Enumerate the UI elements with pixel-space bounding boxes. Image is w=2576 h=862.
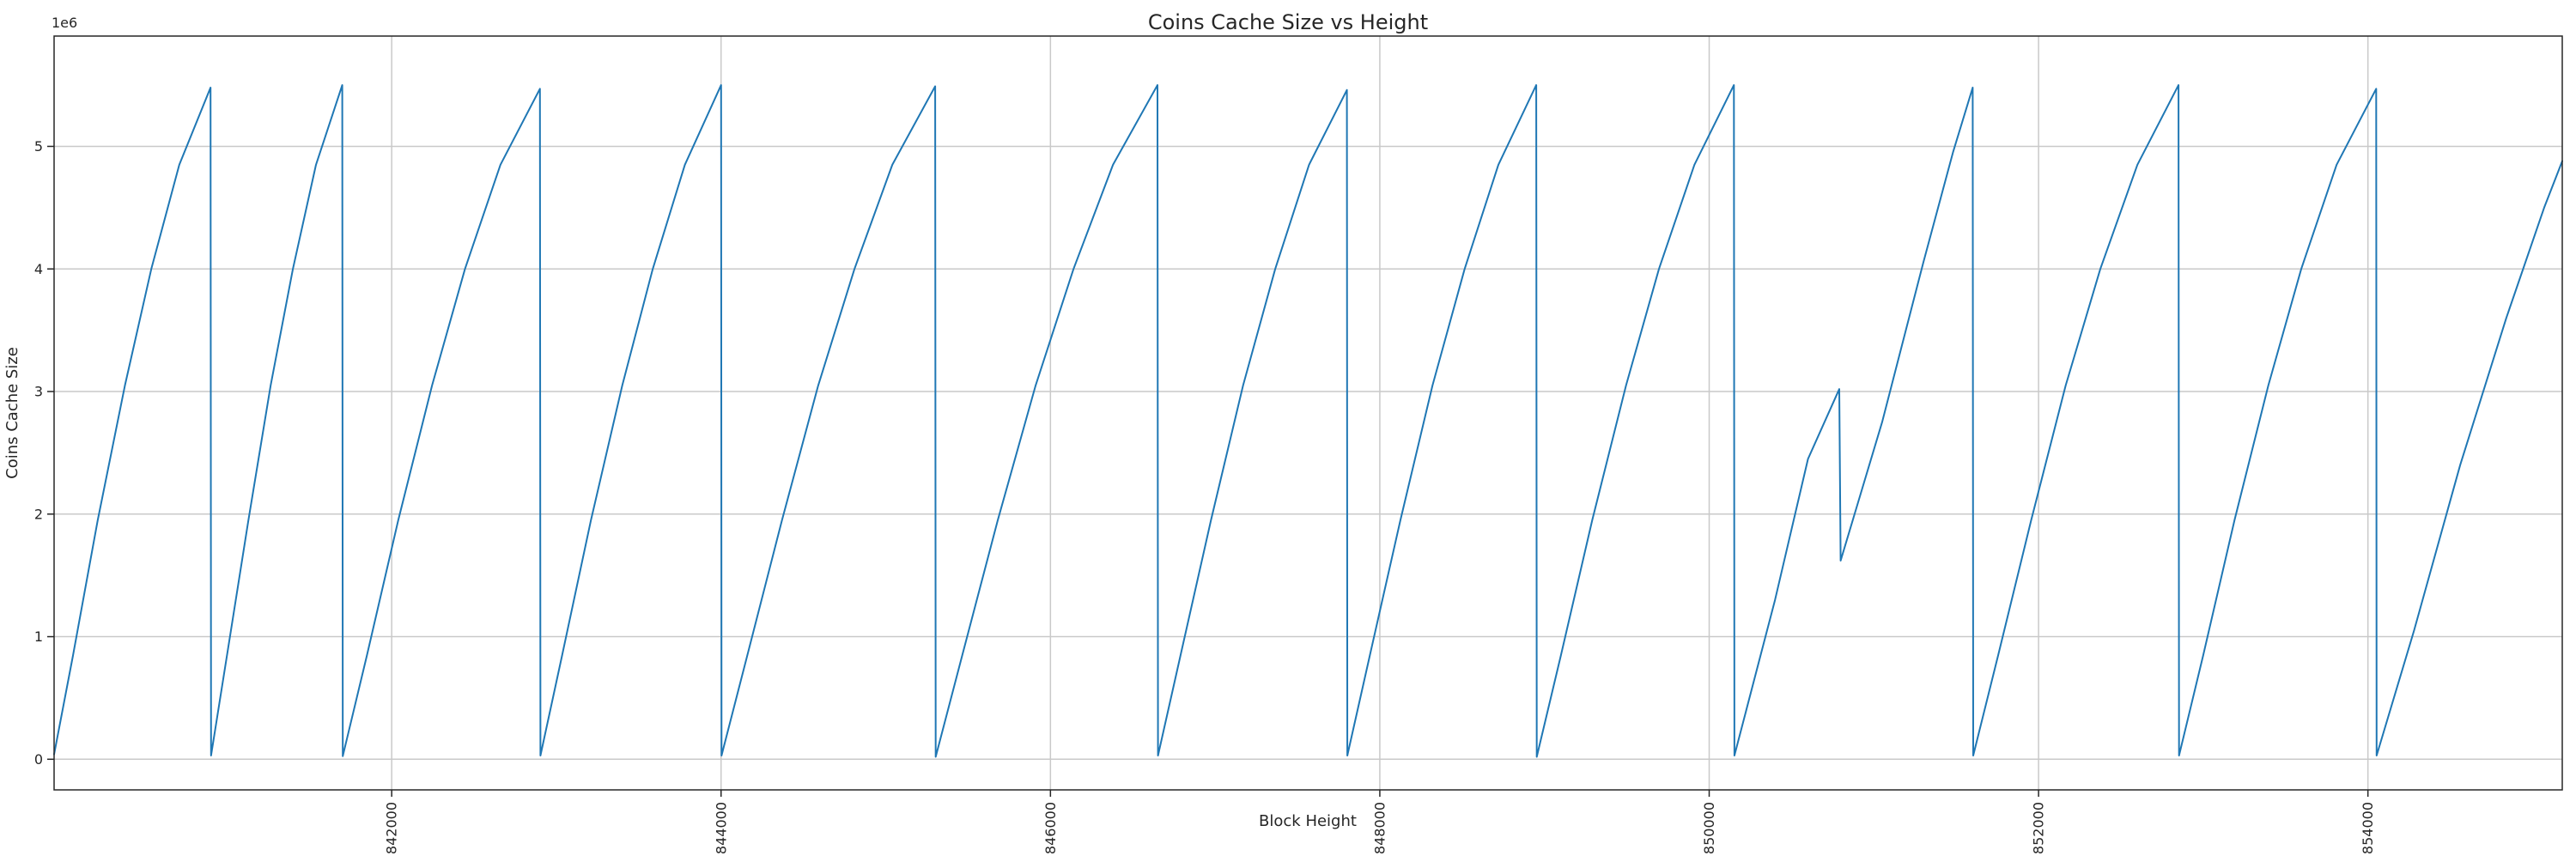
x-tick-label: 852000 — [2031, 802, 2047, 854]
y-tick-label: 3 — [34, 384, 43, 400]
y-tick-label: 0 — [34, 751, 43, 768]
chart-title: Coins Cache Size vs Height — [1148, 10, 1428, 34]
y-axis-offset-label: 1e6 — [52, 15, 77, 31]
x-tick-label: 842000 — [384, 802, 400, 854]
spine-layer — [53, 35, 2563, 791]
tick-layer: 842000 844000 846000 848000 850000 852000 8540… — [34, 138, 2376, 854]
x-tick-label: 854000 — [2360, 802, 2376, 854]
y-tick-label: 4 — [34, 261, 43, 277]
y-axis-label: Coins Cache Size — [3, 347, 21, 479]
x-tick-label: 848000 — [1371, 802, 1388, 854]
y-tick-label: 5 — [34, 138, 43, 155]
y-tick-label: 2 — [34, 506, 43, 522]
y-tick-label: 1 — [34, 628, 43, 645]
series-layer — [53, 84, 2563, 758]
grid-layer — [54, 36, 2562, 790]
plot-border — [53, 35, 2563, 791]
x-tick-label: 846000 — [1042, 802, 1059, 854]
series-line — [53, 84, 2563, 758]
x-axis-label: Block Height — [1259, 812, 1357, 830]
x-tick-label: 850000 — [1701, 802, 1717, 854]
x-tick-label: 844000 — [713, 802, 729, 854]
